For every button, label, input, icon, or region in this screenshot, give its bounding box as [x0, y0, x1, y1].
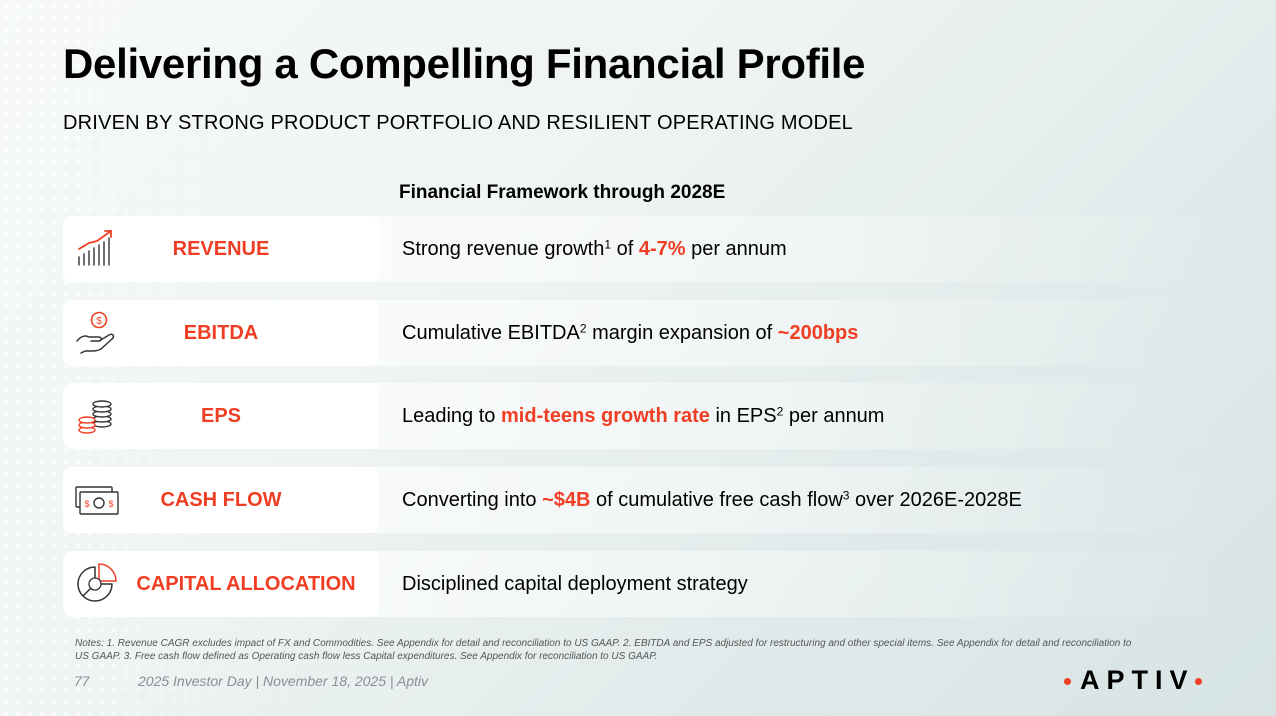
- row-band: [363, 551, 1223, 617]
- ebitda-label: EBITDA: [183, 322, 259, 344]
- growth-chart-icon: [78, 230, 112, 266]
- ebitda-highlight: ~200bps: [777, 322, 859, 344]
- footer-text: 2025 Investor Day | November 18, 2025 | …: [138, 673, 429, 689]
- framework-heading: Financial Framework through 2028E: [399, 182, 726, 203]
- ebitda-row: $ EBITDA Cumulative EBITDA2 margin expan…: [63, 300, 1223, 366]
- capital-allocation-description: Disciplined capital deployment strategy: [402, 573, 748, 595]
- row-band: [363, 467, 1223, 533]
- row-band: [363, 383, 1223, 449]
- hand-dollar-icon: $: [76, 311, 115, 354]
- svg-text:$: $: [84, 499, 89, 509]
- pie-chart-icon: [77, 563, 117, 602]
- page-number: 77: [74, 673, 90, 689]
- capital-allocation-row: CAPITAL ALLOCATION Disciplined capital d…: [63, 551, 1223, 617]
- cash-flow-label: CASH FLOW: [160, 489, 282, 511]
- capital-allocation-label: CAPITAL ALLOCATION: [136, 573, 356, 595]
- svg-text:$: $: [108, 499, 113, 509]
- cash-flow-card: $ $ CASH FLOW: [63, 467, 379, 533]
- ebitda-description: Cumulative EBITDA2 margin expansion of ~…: [402, 321, 859, 344]
- logo-dot-right: [1194, 678, 1202, 686]
- capital-allocation-card: CAPITAL ALLOCATION: [63, 551, 379, 617]
- logo-dot-left: [1064, 678, 1071, 686]
- cash-flow-highlight: ~$4B: [542, 489, 591, 511]
- coin-stack-icon: [78, 400, 112, 434]
- page-title: Delivering a Compelling Financial Profil…: [63, 40, 866, 87]
- revenue-card: REVENUE: [63, 216, 379, 282]
- eps-highlight: mid-teens growth rate: [500, 405, 710, 427]
- eps-label: EPS: [200, 405, 242, 427]
- revenue-row: REVENUE Strong revenue growth1 of 4-7% p…: [63, 216, 1223, 282]
- row-band: [363, 300, 1223, 366]
- row-band: [363, 216, 1223, 282]
- eps-card: EPS: [63, 383, 379, 449]
- revenue-label: REVENUE: [172, 238, 270, 260]
- aptiv-logo: APTIV: [1064, 664, 1202, 696]
- revenue-description: Strong revenue growth1 of 4-7% per annum: [402, 237, 787, 260]
- cash-flow-row: $ $ CASH FLOW Converting into ~$4B of cu…: [63, 467, 1223, 533]
- eps-row: EPS Leading to mid-teens growth rate in …: [63, 383, 1223, 449]
- svg-text:$: $: [96, 316, 102, 327]
- cash-bills-icon: $ $: [75, 486, 119, 515]
- cash-flow-description: Converting into ~$4B of cumulative free …: [402, 488, 1022, 511]
- ebitda-card: $ EBITDA: [63, 300, 379, 366]
- footnotes: Notes: 1. Revenue CAGR excludes impact o…: [75, 638, 1132, 662]
- revenue-highlight: 4-7%: [638, 238, 686, 260]
- eps-description: Leading to mid-teens growth rate in EPS2…: [402, 404, 885, 427]
- page-subtitle: DRIVEN BY STRONG PRODUCT PORTFOLIO AND R…: [63, 112, 853, 134]
